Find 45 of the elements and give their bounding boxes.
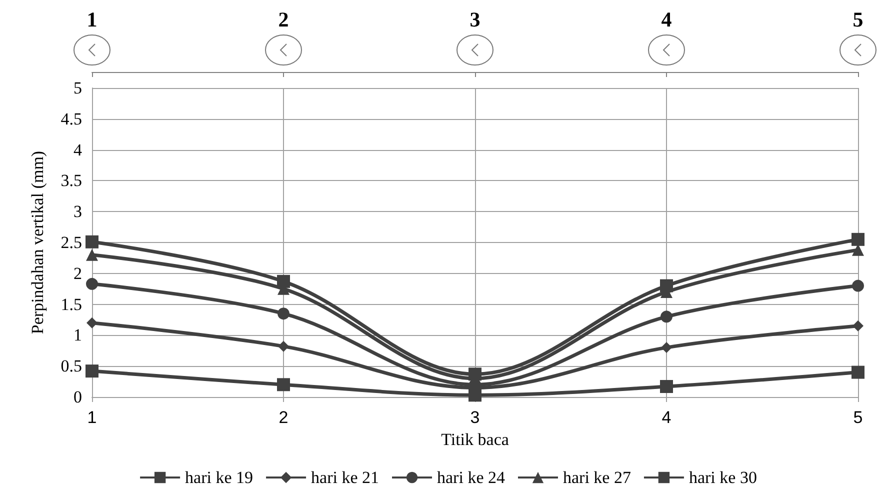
point <box>277 274 290 288</box>
x-tick-label: 3 <box>470 408 480 427</box>
point <box>660 310 672 323</box>
point <box>86 235 98 248</box>
point <box>278 340 289 352</box>
x-tick-label: 5 <box>853 408 863 427</box>
x2-tick-label: 3 <box>470 8 480 32</box>
y-tick-label: 2 <box>74 264 82 283</box>
legend-label: hari ke 24 <box>437 468 506 487</box>
y-tick-label: 0.5 <box>60 356 82 376</box>
y-tick-label: 3.5 <box>60 171 82 190</box>
point <box>660 279 673 292</box>
y-axis-title: Perpindahan vertikal (mm) <box>28 150 47 334</box>
x-tick-label: 2 <box>278 408 288 427</box>
x-tick-label: 4 <box>662 408 672 427</box>
x-tick-label: 1 <box>87 408 97 427</box>
y-tick-label: 1 <box>74 326 82 345</box>
point <box>468 368 482 381</box>
legend-label: hari ke 27 <box>562 468 632 487</box>
y-tick-label: 1.5 <box>60 294 82 314</box>
point <box>86 317 98 328</box>
legend-label: hari ke 30 <box>688 468 757 487</box>
point <box>86 278 98 290</box>
point <box>660 380 673 393</box>
y-tick-label: 4.5 <box>60 109 82 128</box>
point <box>277 378 290 392</box>
y-tick-label: 3 <box>74 202 82 222</box>
x2-tick-label: 5 <box>852 8 864 32</box>
point <box>852 366 864 379</box>
y-tick-label: 4 <box>74 140 82 160</box>
point <box>661 342 672 354</box>
point <box>852 232 864 246</box>
y-tick-label: 0 <box>74 388 82 406</box>
x-axis-title: Titik baca <box>441 430 510 449</box>
point <box>278 308 290 320</box>
x2-tick-label: 2 <box>278 8 289 32</box>
point <box>852 280 864 292</box>
y-tick-label: 2.5 <box>60 233 82 252</box>
point <box>852 320 864 332</box>
legend-label: hari ke 19 <box>185 468 254 487</box>
x2-tick-label: 4 <box>661 8 672 32</box>
legend-label: hari ke 21 <box>311 468 380 487</box>
y-tick-label: 5 <box>74 78 82 98</box>
point <box>86 248 98 261</box>
point <box>86 364 98 378</box>
